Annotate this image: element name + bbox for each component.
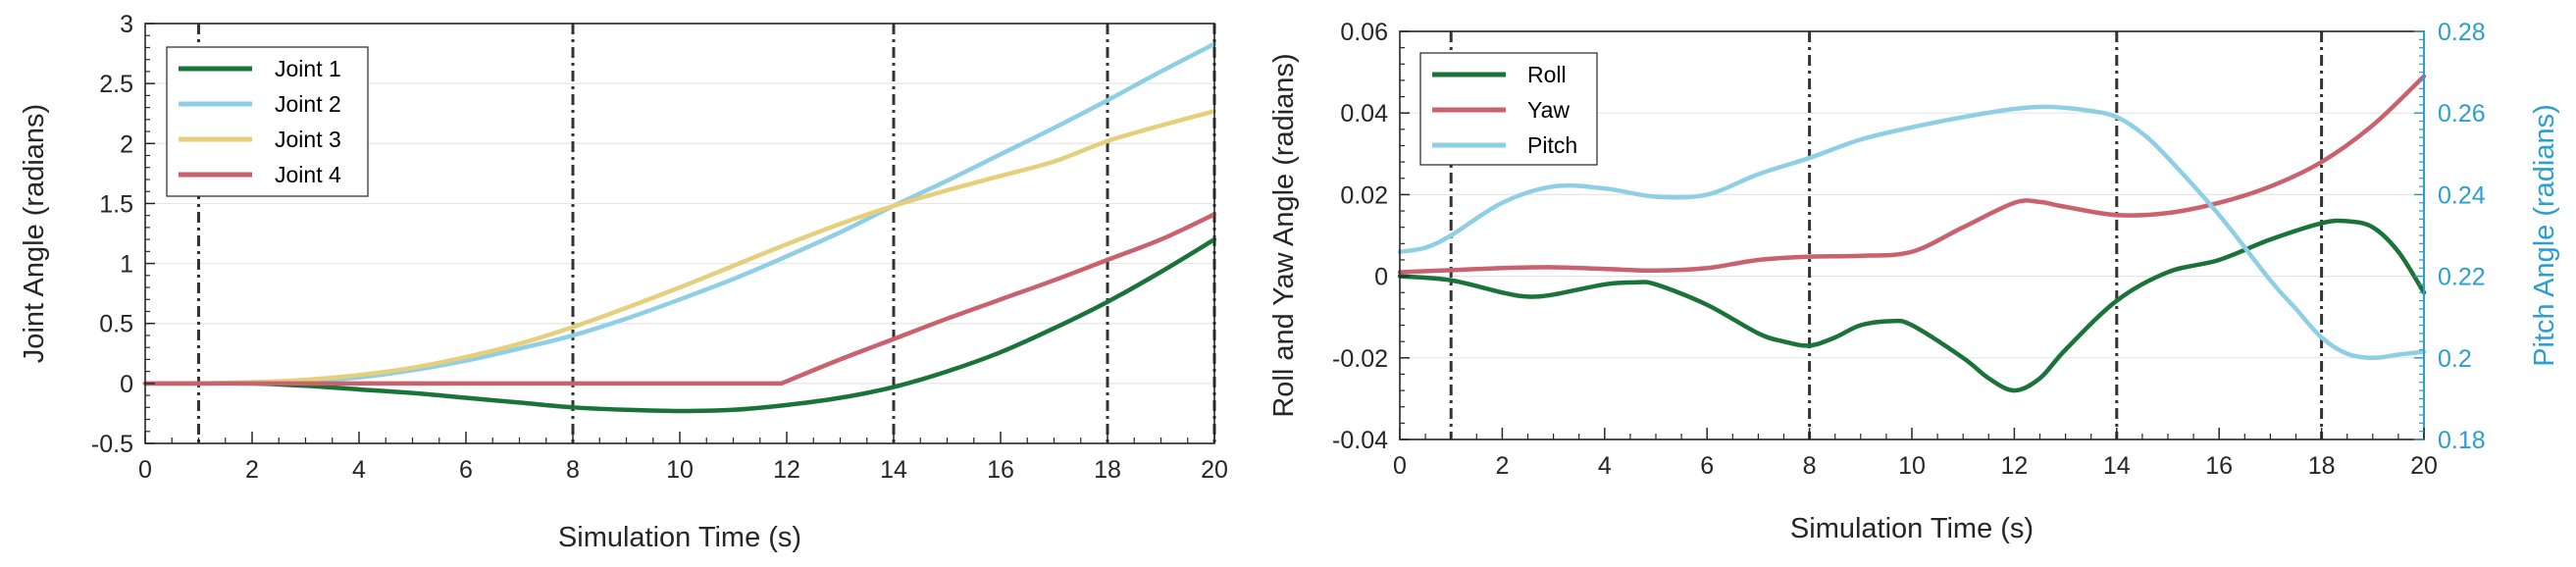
y-tick-label: 2 xyxy=(120,130,133,158)
y2-tick-label: 0.22 xyxy=(2438,264,2486,291)
y-tick-label: 0 xyxy=(1374,264,1388,291)
legend: Joint 1 Joint 2 Joint 3 Joint 4 xyxy=(166,46,369,197)
legend-label-joint-1: Joint 1 xyxy=(275,56,341,81)
body-angle-chart: 0 2 4 6 8 10 12 14 16 18 20 -0.04 -0.02 0 0.02 0.04 0.0… xyxy=(1268,19,2560,544)
y2-tick-label: 0.28 xyxy=(2438,19,2486,46)
joint-angle-chart: 0 2 4 6 8 10 12 14 16 18 20 -0.500.511.522.53 Simu… xyxy=(19,11,1228,553)
legend: Roll Yaw Pitch xyxy=(1419,52,1598,166)
y-axis: -0.5 0 0.5 1 1.5 2 2.5 3 xyxy=(91,11,155,458)
y-axis-title: Joint Angle (radians) xyxy=(19,104,50,363)
series-line-roll xyxy=(1397,218,2427,393)
legend-item-joint-4: Joint 4 xyxy=(179,162,341,187)
x-tick-label: 0 xyxy=(138,456,152,484)
series-line-joint-1 xyxy=(142,236,1217,414)
y-tick-label: -0.04 xyxy=(1332,427,1388,454)
legend-item-joint-3: Joint 3 xyxy=(179,127,341,152)
x-tick-label: 4 xyxy=(1598,452,1612,480)
y2-tick-label: 0.26 xyxy=(2438,100,2486,128)
x-tick-label: 6 xyxy=(459,456,473,484)
y2-tick-label: 0.18 xyxy=(2438,427,2486,454)
x-tick-label: 12 xyxy=(773,456,800,484)
x-tick-label: 16 xyxy=(987,456,1014,484)
y-tick-label: 0.5 xyxy=(99,311,133,338)
plot-lines xyxy=(1397,74,2427,393)
x-axis-title: Simulation Time (s) xyxy=(558,522,801,553)
x-tick-label: 6 xyxy=(1700,452,1714,480)
legend-box xyxy=(166,46,369,197)
y2-tick-label: 0.2 xyxy=(2438,345,2472,373)
x-tick-label: 8 xyxy=(1803,452,1817,480)
x-tick-label: 8 xyxy=(566,456,580,484)
y-tick-label: 3 xyxy=(120,11,133,38)
x-tick-label: 18 xyxy=(1094,456,1121,484)
y-axis-title-right: Pitch Angle (radians) xyxy=(2529,104,2560,367)
x-tick-label: 16 xyxy=(2205,452,2233,480)
x-tick-label: 18 xyxy=(2308,452,2336,480)
y-tick-label: 0 xyxy=(120,371,133,398)
x-tick-label: 14 xyxy=(2103,452,2131,480)
y-tick-label: 1 xyxy=(120,251,133,279)
y-tick-label: 2.5 xyxy=(99,71,133,98)
plot-lines xyxy=(142,41,1217,414)
y-tick-label: -0.5 xyxy=(91,431,133,458)
x-axis-title: Simulation Time (s) xyxy=(1790,513,2034,544)
x-tick-label: 14 xyxy=(880,456,907,484)
legend-label-pitch: Pitch xyxy=(1527,132,1577,158)
y-axis-title-left: Roll and Yaw Angle (radians) xyxy=(1268,53,1300,417)
x-tick-label: 12 xyxy=(2000,452,2028,480)
legend-item-joint-2: Joint 2 xyxy=(179,91,341,117)
series-line-pitch xyxy=(1397,104,2427,361)
y-tick-label: 0.06 xyxy=(1340,19,1388,46)
legend-label-joint-3: Joint 3 xyxy=(275,127,341,152)
legend-item-roll: Roll xyxy=(1432,62,1567,87)
x-tick-label: 20 xyxy=(1201,456,1228,484)
legend-label-roll: Roll xyxy=(1527,62,1567,87)
legend-label-joint-2: Joint 2 xyxy=(275,91,341,117)
series-line-joint-4 xyxy=(142,212,1217,387)
x-tick-label: 10 xyxy=(1898,452,1926,480)
legend-label-joint-4: Joint 4 xyxy=(275,162,341,187)
x-tick-label: 20 xyxy=(2410,452,2438,480)
x-tick-label: 2 xyxy=(245,456,259,484)
y2-tick-label: 0.24 xyxy=(2438,181,2486,209)
y-tick-label: 0.04 xyxy=(1340,100,1388,128)
x-axis: 0 2 4 6 8 10 12 14 16 18 20 xyxy=(1393,428,2438,480)
x-tick-label: 10 xyxy=(666,456,694,484)
x-tick-label: 2 xyxy=(1495,452,1509,480)
x-tick-label: 0 xyxy=(1393,452,1407,480)
series-line-joint-3 xyxy=(142,109,1217,387)
legend-item-pitch: Pitch xyxy=(1432,132,1577,158)
y-tick-label: -0.02 xyxy=(1332,345,1388,373)
y-tick-label: 1.5 xyxy=(99,190,133,218)
y-axis-right: 0.18 0.2 0.22 0.24 0.26 0.28 xyxy=(2414,19,2486,454)
legend-label-yaw: Yaw xyxy=(1527,97,1570,123)
x-axis: 0 2 4 6 8 10 12 14 16 18 20 xyxy=(138,432,1228,484)
legend-item-yaw: Yaw xyxy=(1432,97,1570,123)
legend-item-joint-1: Joint 1 xyxy=(179,56,341,81)
y-axis-left: -0.04 -0.02 0 0.02 0.04 0.06 xyxy=(1332,19,1410,454)
series-line-yaw xyxy=(1397,74,2427,275)
x-tick-label: 4 xyxy=(352,456,366,484)
y-tick-label: 0.02 xyxy=(1340,181,1388,209)
